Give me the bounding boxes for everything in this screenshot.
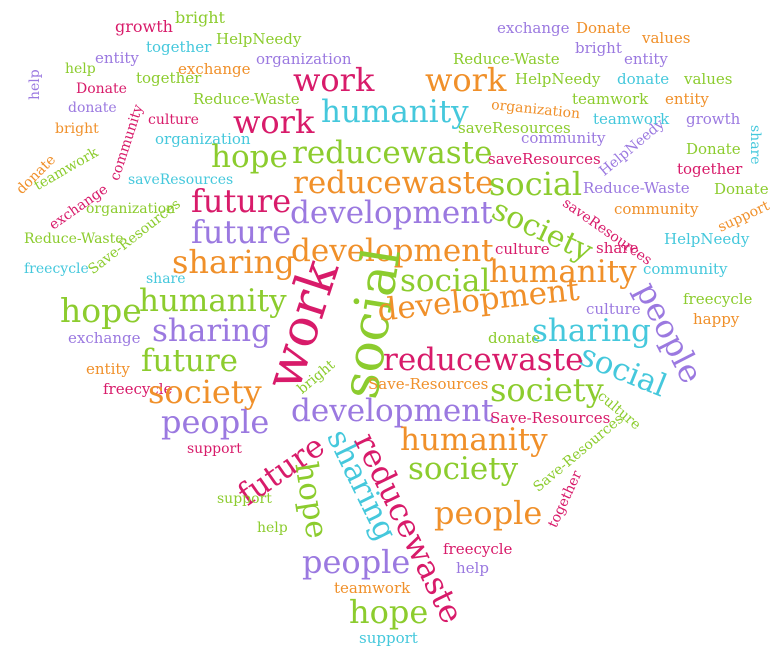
cloud-word: together bbox=[677, 160, 743, 178]
cloud-word: entity bbox=[665, 90, 709, 108]
cloud-word: hope bbox=[211, 139, 288, 175]
cloud-word: people bbox=[161, 403, 270, 441]
cloud-word: future bbox=[191, 213, 292, 251]
cloud-word: society bbox=[490, 371, 604, 409]
cloud-word: bright bbox=[575, 39, 622, 57]
cloud-word: entity bbox=[86, 360, 130, 378]
cloud-word: teamwork bbox=[334, 579, 411, 597]
cloud-word: social bbox=[400, 263, 491, 299]
cloud-word: hope bbox=[349, 593, 429, 631]
cloud-word: community bbox=[614, 200, 699, 218]
cloud-word: values bbox=[642, 29, 691, 47]
cloud-word: hope bbox=[287, 459, 335, 542]
cloud-word: culture bbox=[148, 112, 199, 128]
cloud-word: donate bbox=[488, 329, 541, 347]
cloud-word: society bbox=[148, 373, 262, 411]
cloud-word: HelpNeedy bbox=[515, 70, 601, 88]
cloud-word: Save-Resources bbox=[490, 409, 611, 427]
cloud-word: together bbox=[136, 69, 202, 87]
cloud-word: together bbox=[146, 38, 212, 56]
cloud-word: Donate bbox=[686, 140, 741, 158]
cloud-word: development bbox=[290, 195, 493, 231]
cloud-word: Reduce-Waste bbox=[24, 231, 124, 247]
cloud-word: culture bbox=[495, 240, 550, 258]
cloud-word: organization bbox=[490, 97, 581, 123]
cloud-word: Reduce-Waste bbox=[193, 90, 300, 108]
cloud-word: saveResources bbox=[488, 150, 601, 168]
cloud-word: organization bbox=[256, 50, 352, 68]
cloud-word: freecycle bbox=[103, 380, 173, 398]
cloud-word: future bbox=[191, 182, 292, 220]
cloud-word: sharing bbox=[172, 243, 295, 281]
cloud-word: humanity bbox=[489, 254, 637, 290]
cloud-word: freecycle bbox=[443, 540, 513, 558]
cloud-word: society bbox=[408, 451, 519, 487]
cloud-word: future bbox=[141, 343, 239, 379]
cloud-word: entity bbox=[95, 49, 139, 67]
cloud-word: humanity bbox=[400, 422, 548, 458]
cloud-word: sharing bbox=[152, 313, 271, 349]
cloud-word: support bbox=[217, 491, 272, 507]
cloud-word: donate bbox=[617, 70, 670, 88]
cloud-word: work bbox=[425, 61, 507, 99]
cloud-word: help bbox=[257, 520, 288, 536]
cloud-word: support bbox=[187, 441, 242, 457]
cloud-word: people bbox=[434, 494, 543, 532]
cloud-word: help bbox=[27, 69, 43, 100]
cloud-word: share bbox=[596, 239, 639, 257]
cloud-word: culture bbox=[586, 300, 641, 318]
cloud-word: help bbox=[456, 559, 489, 577]
cloud-word: saveResources bbox=[128, 172, 234, 188]
cloud-word: HelpNeedy bbox=[216, 30, 302, 48]
cloud-word: help bbox=[65, 61, 96, 77]
cloud-word: organization bbox=[155, 130, 251, 148]
cloud-word: sharing bbox=[532, 313, 651, 349]
cloud-word: share bbox=[146, 271, 186, 287]
cloud-word: work bbox=[293, 61, 375, 99]
cloud-word: exchange bbox=[497, 19, 570, 37]
cloud-word: reducewaste bbox=[383, 342, 584, 378]
cloud-word: exchange bbox=[178, 60, 251, 78]
cloud-word: Donate bbox=[76, 81, 127, 97]
cloud-word: values bbox=[684, 70, 733, 88]
cloud-word: reducewaste bbox=[293, 165, 494, 201]
cloud-word: work bbox=[233, 103, 315, 141]
cloud-word: development bbox=[291, 393, 494, 429]
cloud-word: support bbox=[359, 629, 418, 647]
cloud-word: share bbox=[747, 125, 763, 165]
cloud-word: hope bbox=[60, 291, 142, 330]
cloud-word: Save-Resources bbox=[368, 375, 489, 393]
cloud-word: social bbox=[489, 165, 583, 203]
cloud-word: reducewaste bbox=[292, 135, 493, 171]
cloud-word: freecycle bbox=[683, 290, 753, 308]
cloud-word: Donate bbox=[714, 180, 769, 198]
cloud-word: Donate bbox=[576, 19, 631, 37]
cloud-word: bright bbox=[55, 121, 99, 137]
cloud-word: Reduce-Waste bbox=[583, 179, 690, 197]
cloud-word: humanity bbox=[321, 94, 469, 130]
cloud-word: Reduce-Waste bbox=[453, 50, 560, 68]
cloud-word: development bbox=[291, 233, 494, 269]
cloud-word: humanity bbox=[139, 283, 287, 319]
cloud-word: teamwork bbox=[593, 110, 670, 128]
cloud-word: community bbox=[643, 260, 728, 278]
cloud-word: saveResources bbox=[458, 119, 571, 137]
cloud-word: entity bbox=[624, 50, 668, 68]
cloud-word: HelpNeedy bbox=[664, 230, 750, 248]
cloud-word: exchange bbox=[68, 329, 141, 347]
cloud-word: freecycle bbox=[24, 261, 89, 277]
cloud-word: teamwork bbox=[572, 90, 649, 108]
cloud-word: growth bbox=[115, 17, 173, 36]
cloud-word: community bbox=[521, 129, 606, 147]
cloud-word: happy bbox=[693, 310, 740, 328]
cloud-word: bright bbox=[175, 8, 225, 27]
cloud-word: growth bbox=[686, 110, 741, 128]
cloud-word: donate bbox=[68, 100, 117, 116]
cloud-word: people bbox=[302, 543, 411, 581]
cloud-word: organization bbox=[86, 201, 176, 217]
